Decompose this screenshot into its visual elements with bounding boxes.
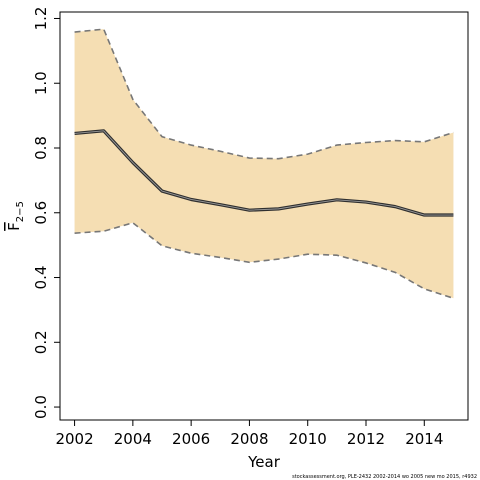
upper-bound-line <box>74 28 454 160</box>
lower-bound-line <box>74 221 454 300</box>
x-axis-title: Year <box>247 453 281 471</box>
footer-note: stockassessment.org, PLE-2432 2002-2014 … <box>292 474 477 480</box>
y-axis-title: F2−5 <box>5 201 26 231</box>
y-tick-label-1.2: 1.2 <box>32 7 50 31</box>
y-tick-label-0.8: 0.8 <box>32 136 50 160</box>
x-tick-label-2014: 2014 <box>405 430 443 448</box>
y-tick-label-0.2: 0.2 <box>32 330 50 354</box>
x-tick-label-2010: 2010 <box>289 430 327 448</box>
y-tick-label-0.6: 0.6 <box>32 201 50 225</box>
y-tick-label-0.0: 0.0 <box>32 395 50 419</box>
x-tick-label-2012: 2012 <box>347 430 385 448</box>
estimate-line-highlight <box>74 130 454 216</box>
x-tick-label-2008: 2008 <box>230 430 268 448</box>
y-axis-title-subscript: 2−5 <box>15 201 26 222</box>
y-tick-label-0.4: 0.4 <box>32 266 50 290</box>
x-tick-label-2006: 2006 <box>172 430 210 448</box>
plot-area <box>74 28 454 300</box>
axes: 2002 2004 2006 2008 2010 2012 2014 0.0 0.2 0.4 0.6… <box>32 7 443 448</box>
plot-frame <box>59 11 469 421</box>
y-tick-label-1.0: 1.0 <box>32 71 50 95</box>
x-tick-label-2002: 2002 <box>55 430 93 448</box>
y-axis-title-base: F <box>5 222 23 231</box>
x-tick-label-2004: 2004 <box>114 430 152 448</box>
confidence-band <box>74 29 454 299</box>
svg-text:F2−5: F2−5 <box>5 201 26 231</box>
